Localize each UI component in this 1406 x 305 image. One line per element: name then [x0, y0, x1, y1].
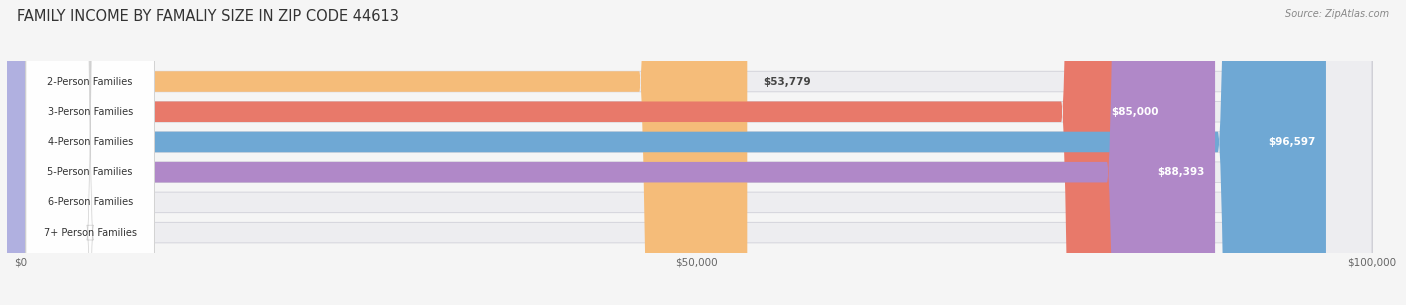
Text: $0: $0	[84, 197, 98, 207]
Text: 5-Person Families: 5-Person Families	[48, 167, 132, 177]
Text: 6-Person Families: 6-Person Families	[48, 197, 132, 207]
Text: 2-Person Families: 2-Person Families	[48, 77, 132, 87]
Text: $85,000: $85,000	[1111, 107, 1159, 117]
Text: $96,597: $96,597	[1268, 137, 1315, 147]
Text: $53,779: $53,779	[763, 77, 811, 87]
Text: FAMILY INCOME BY FAMALIY SIZE IN ZIP CODE 44613: FAMILY INCOME BY FAMALIY SIZE IN ZIP COD…	[17, 9, 399, 24]
FancyBboxPatch shape	[21, 0, 1170, 305]
FancyBboxPatch shape	[21, 0, 1372, 305]
FancyBboxPatch shape	[21, 0, 1372, 305]
FancyBboxPatch shape	[25, 0, 155, 305]
FancyBboxPatch shape	[21, 0, 1372, 305]
Text: Source: ZipAtlas.com: Source: ZipAtlas.com	[1285, 9, 1389, 19]
FancyBboxPatch shape	[25, 0, 155, 305]
Text: 3-Person Families: 3-Person Families	[48, 107, 132, 117]
FancyBboxPatch shape	[21, 0, 1372, 305]
Text: $0: $0	[84, 228, 98, 238]
FancyBboxPatch shape	[25, 0, 155, 305]
Text: 7+ Person Families: 7+ Person Families	[44, 228, 136, 238]
FancyBboxPatch shape	[25, 0, 155, 305]
FancyBboxPatch shape	[21, 0, 1372, 305]
FancyBboxPatch shape	[21, 0, 748, 305]
FancyBboxPatch shape	[0, 0, 129, 305]
FancyBboxPatch shape	[21, 0, 1326, 305]
Text: 4-Person Families: 4-Person Families	[48, 137, 132, 147]
FancyBboxPatch shape	[25, 0, 155, 305]
Text: $88,393: $88,393	[1157, 167, 1205, 177]
FancyBboxPatch shape	[0, 0, 129, 305]
FancyBboxPatch shape	[21, 0, 1215, 305]
FancyBboxPatch shape	[21, 0, 1372, 305]
FancyBboxPatch shape	[25, 0, 155, 305]
